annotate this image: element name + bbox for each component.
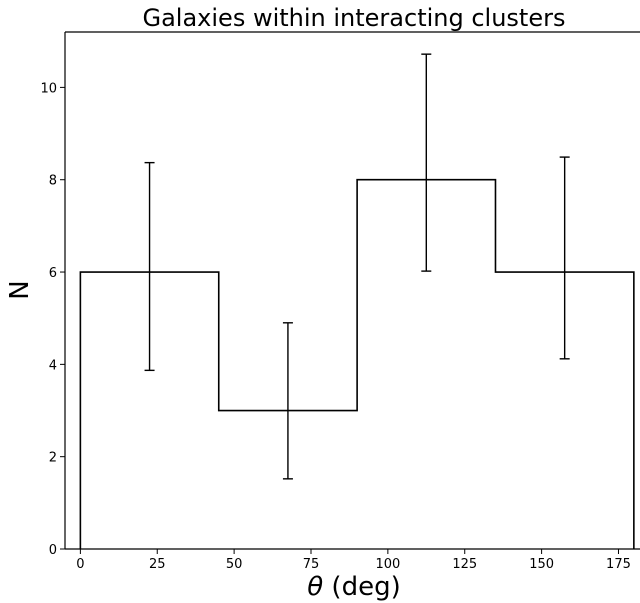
x-tick-label: 75	[303, 557, 320, 572]
y-tick-label: 6	[49, 266, 57, 281]
x-axis-label-unit: (deg)	[323, 572, 401, 602]
error-bar	[559, 156, 570, 360]
x-tick-label: 50	[226, 557, 243, 572]
y-tick-label: 10	[40, 81, 57, 96]
plot-area	[79, 53, 635, 549]
x-tick-label: 175	[606, 557, 631, 572]
y-axis-ticks: 0 2 4 6 8 10	[40, 81, 65, 558]
error-bar	[144, 161, 155, 372]
y-axis-label: N	[5, 280, 35, 299]
y-tick-label: 0	[49, 543, 57, 558]
error-bar	[282, 322, 293, 480]
y-tick-label: 4	[49, 358, 57, 373]
x-axis-label: θ (deg)	[307, 572, 400, 602]
x-tick-label: 100	[375, 557, 400, 572]
x-axis-label-symbol: θ	[307, 572, 323, 602]
error-bar	[421, 53, 432, 272]
y-tick-label: 2	[49, 451, 57, 466]
histogram-step-outline	[79, 178, 635, 549]
x-tick-label: 125	[452, 557, 477, 572]
chart-title: Galaxies within interacting clusters	[143, 4, 566, 32]
x-axis-ticks: 0 25 50 75 100 125 150 175	[76, 549, 631, 572]
x-tick-label: 0	[76, 557, 84, 572]
y-tick-label: 8	[49, 174, 57, 189]
x-tick-label: 25	[149, 557, 166, 572]
x-tick-label: 150	[529, 557, 554, 572]
